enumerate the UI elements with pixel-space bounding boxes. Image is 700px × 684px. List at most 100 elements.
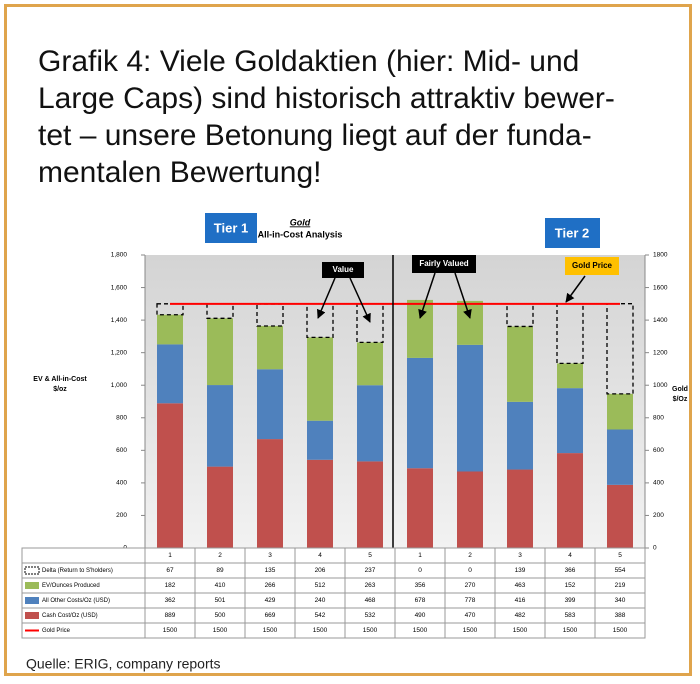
table-cell: 399	[565, 597, 576, 604]
bar-segment	[607, 429, 633, 485]
bar-segment	[357, 385, 383, 462]
table-cell: 583	[565, 612, 576, 619]
table-cell: 152	[565, 582, 576, 589]
x-tick-label: 3	[268, 552, 272, 559]
bar-segment	[507, 469, 533, 548]
tier-label: Tier 1	[214, 220, 248, 235]
table-cell: 362	[165, 597, 176, 604]
table-cell: 463	[515, 582, 526, 589]
annotation: Gold Price	[572, 261, 613, 270]
table-cell: 219	[615, 582, 626, 589]
arrow	[454, 272, 472, 319]
x-tick-label: 4	[568, 552, 572, 559]
table-cell: 542	[315, 612, 326, 619]
table-cell: 468	[365, 597, 376, 604]
arrow	[418, 272, 436, 319]
legend-label: Gold Price	[42, 628, 71, 634]
x-tick-label: 1	[168, 552, 172, 559]
bar-segment	[207, 318, 233, 386]
frame	[4, 4, 692, 676]
table-cell: 89	[216, 567, 224, 574]
delta-box	[356, 303, 384, 344]
bar-segment	[157, 314, 183, 345]
x-tick-label: 1	[418, 552, 422, 559]
chart-title: Gold	[290, 217, 311, 227]
bar-segment	[157, 403, 183, 548]
table-cell: 139	[515, 567, 526, 574]
y-axis-label: $/oz	[53, 386, 67, 393]
table-cell: 669	[265, 612, 276, 619]
heading-line: Grafik 4: Viele Goldaktien (hier: Mid- u…	[38, 45, 579, 78]
bar-segment	[357, 342, 383, 386]
y-tick-label: 1,600	[111, 284, 128, 291]
table-cell: 416	[515, 597, 526, 604]
table-cell: 501	[215, 597, 226, 604]
table-cell: 429	[265, 597, 276, 604]
table-cell: 512	[315, 582, 326, 589]
annotation: Value	[333, 265, 354, 274]
annotation: Fairly Valued	[419, 259, 468, 268]
bar-segment	[207, 466, 233, 548]
bar-segment	[507, 326, 533, 402]
y2-tick-label: 1400	[653, 317, 668, 324]
y-tick-label: 600	[116, 447, 127, 454]
heading-line: mentalen Bewertung!	[38, 156, 322, 189]
table-cell: 1500	[463, 627, 478, 634]
bar-segment	[207, 385, 233, 467]
y-tick-label: 200	[116, 512, 127, 519]
bar-segment	[507, 401, 533, 470]
x-tick-label: 2	[218, 552, 222, 559]
legend-swatch	[25, 612, 39, 619]
table-cell: 388	[615, 612, 626, 619]
table-cell: 1500	[263, 627, 278, 634]
table-cell: 356	[415, 582, 426, 589]
legend-label: EV/Ounces Produced	[42, 583, 100, 589]
delta-box	[606, 303, 634, 395]
delta-box	[556, 303, 584, 365]
bar-segment	[307, 337, 333, 421]
legend-label: Delta (Return to S'holders)	[42, 568, 113, 574]
table-cell: 778	[465, 597, 476, 604]
bar-segment	[357, 461, 383, 548]
table-cell: 500	[215, 612, 226, 619]
y-tick-label: 400	[116, 480, 127, 487]
delta-box	[506, 303, 534, 328]
bar-segment	[457, 300, 483, 345]
table-cell: 410	[215, 582, 226, 589]
bar-segment	[407, 299, 433, 358]
bar-segment	[257, 325, 283, 370]
y2-tick-label: 600	[653, 447, 664, 454]
source: Quelle: ERIG, company reports	[26, 656, 221, 672]
y-tick-label: 1,800	[111, 252, 128, 259]
tier-label: Tier 2	[555, 225, 589, 240]
delta-box	[306, 303, 334, 339]
table-cell: 1500	[163, 627, 178, 634]
table-cell: 366	[565, 567, 576, 574]
table-cell: 340	[615, 597, 626, 604]
table-cell: 135	[265, 567, 276, 574]
x-tick-label: 5	[368, 552, 372, 559]
y2-axis-label: $/Oz	[673, 396, 688, 403]
legend-label: All Other Costs/Oz (USD)	[42, 598, 110, 604]
table-cell: 266	[265, 582, 276, 589]
table-cell: 263	[365, 582, 376, 589]
table-cell: 1500	[413, 627, 428, 634]
y2-tick-label: 400	[653, 480, 664, 487]
x-tick-label: 4	[318, 552, 322, 559]
delta-box	[256, 303, 284, 327]
bar-segment	[457, 344, 483, 472]
y-tick-label: 1,000	[111, 382, 128, 389]
arrow	[565, 275, 586, 303]
y2-tick-label: 1600	[653, 284, 668, 291]
tier-box	[205, 213, 257, 243]
x-tick-label: 3	[518, 552, 522, 559]
bar-segment	[457, 471, 483, 548]
bar-segment	[557, 453, 583, 548]
y-tick-label: 800	[116, 414, 127, 421]
table-cell: 1500	[363, 627, 378, 634]
table-cell: 470	[465, 612, 476, 619]
y2-tick-label: 1200	[653, 349, 668, 356]
bar-segment	[557, 363, 583, 389]
